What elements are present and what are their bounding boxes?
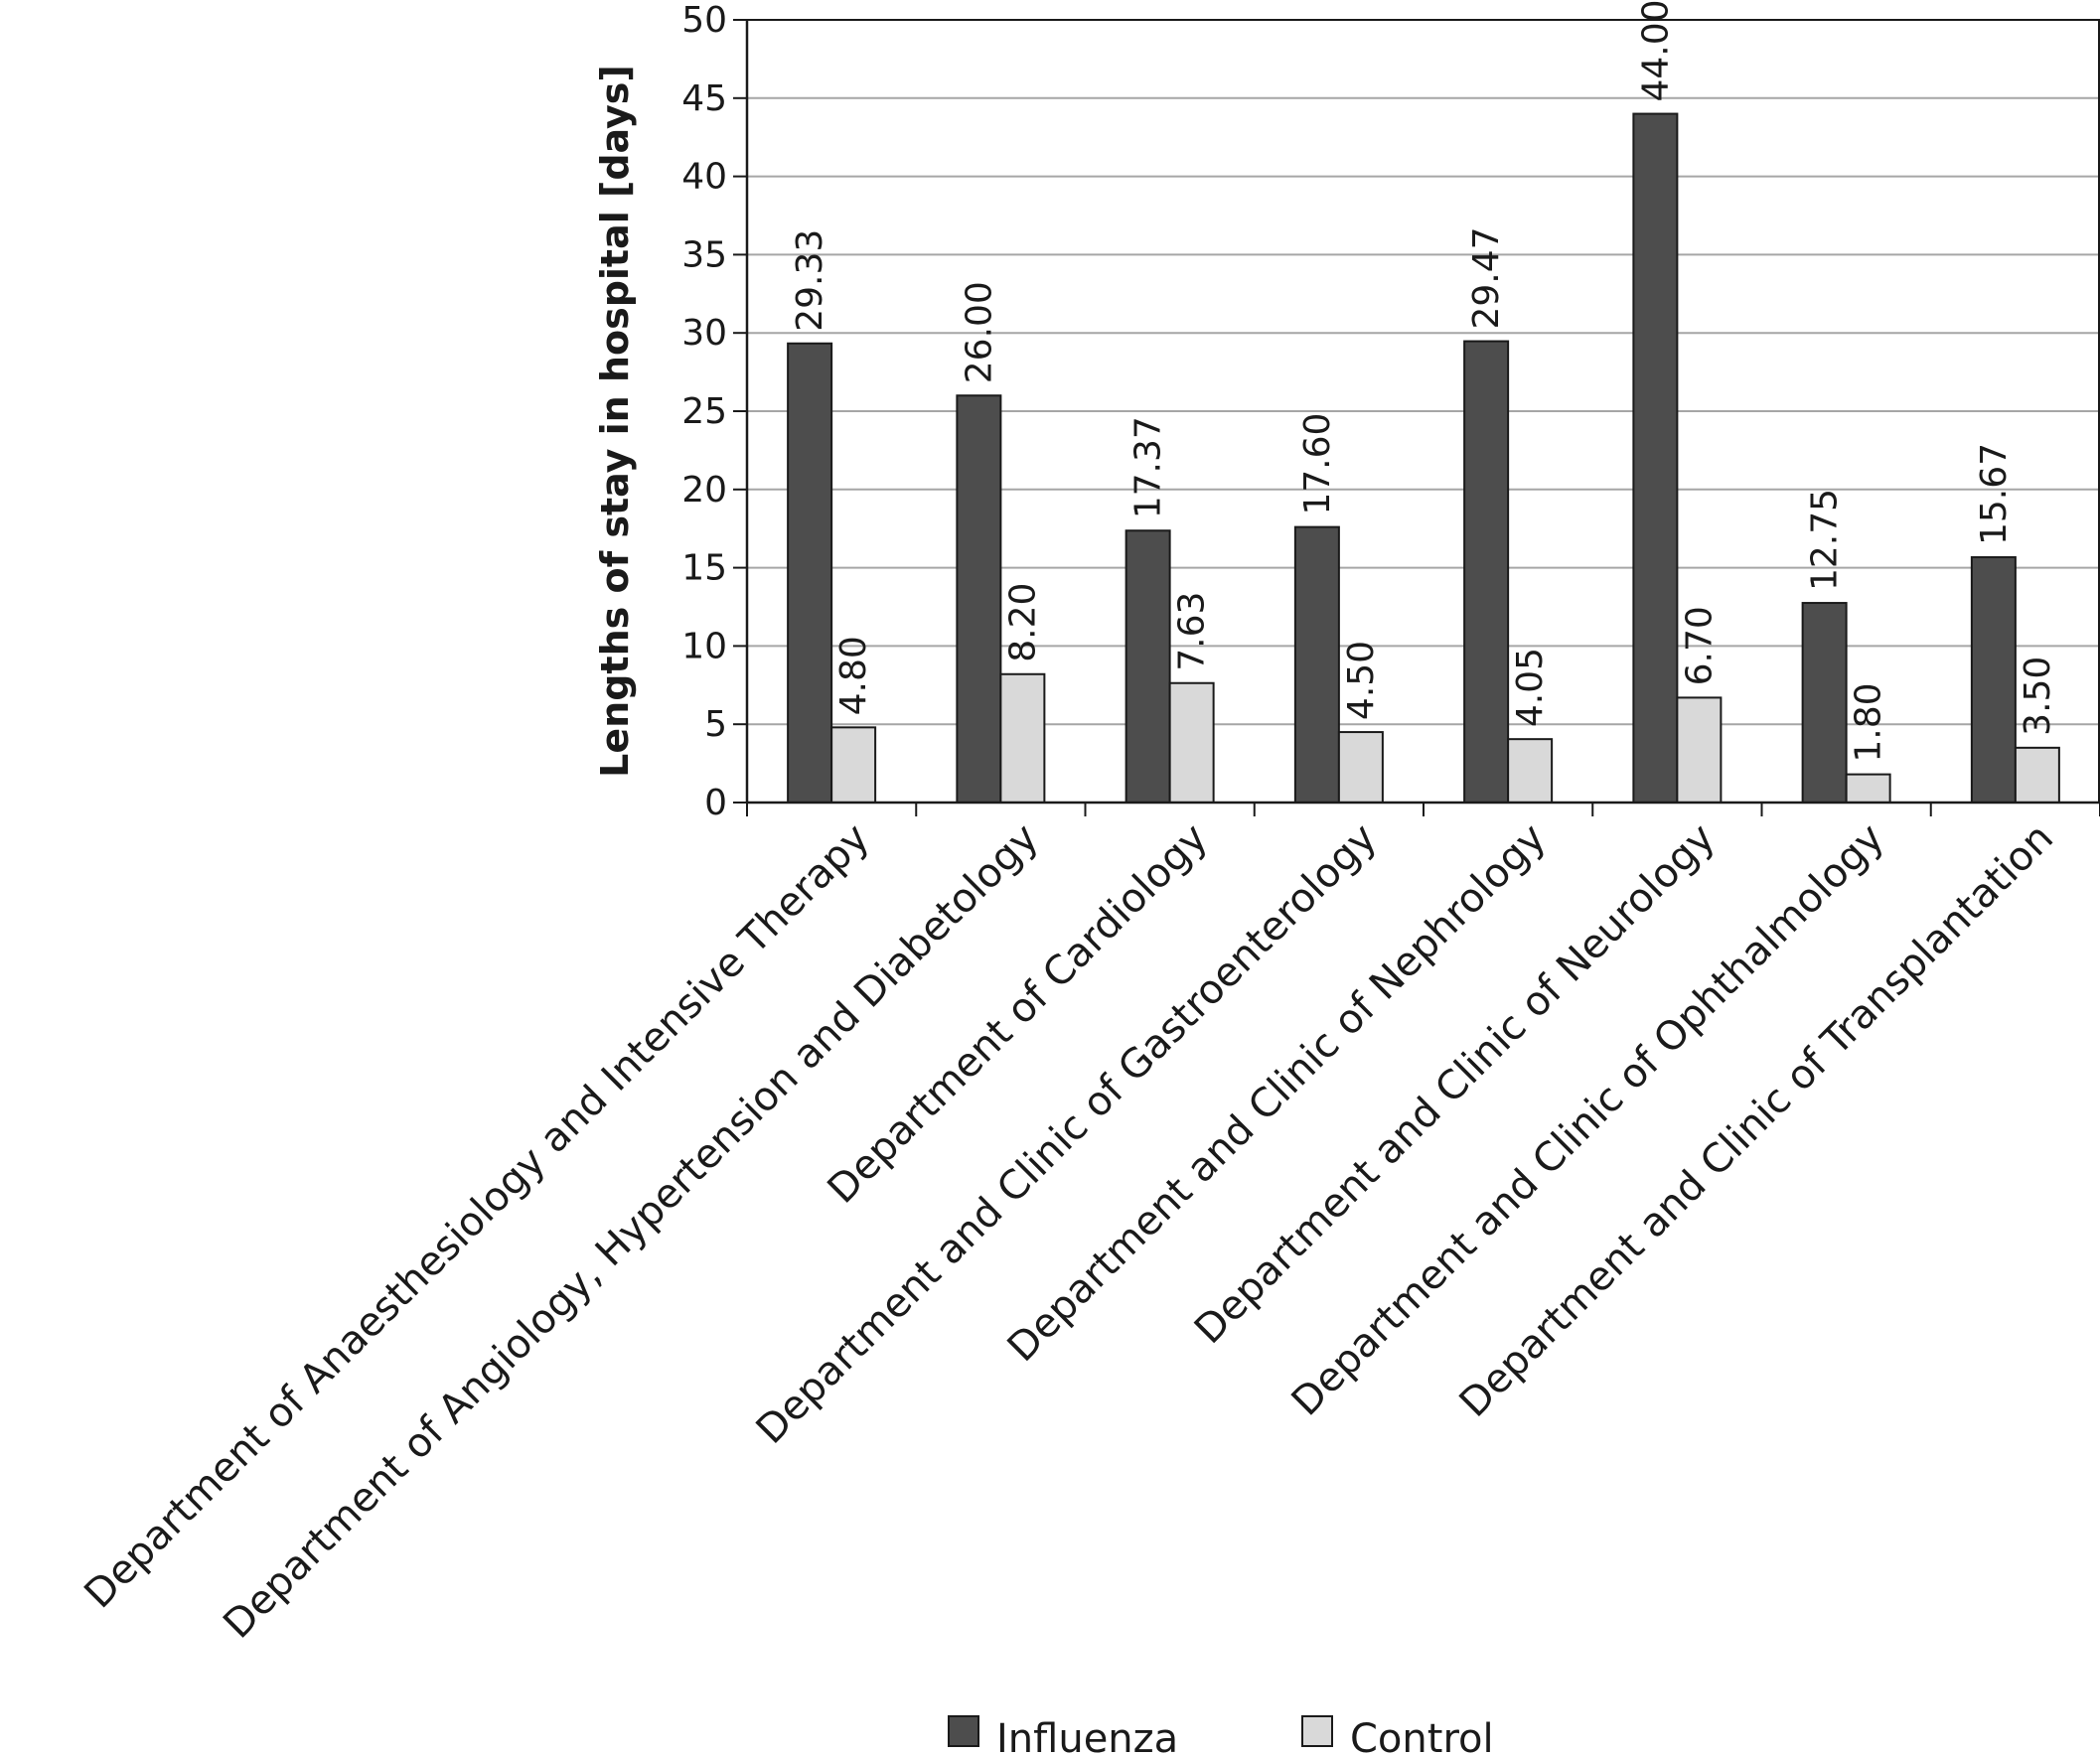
data-label-control: 4.05 xyxy=(1510,648,1551,727)
category-label: Department and Clinic of Transplantation xyxy=(1451,815,2062,1426)
data-label-influenza: 17.60 xyxy=(1297,413,1338,515)
bar-control xyxy=(1676,696,1723,805)
data-label-influenza: 26.00 xyxy=(959,281,999,383)
bar-influenza xyxy=(1970,556,2017,804)
category-label: Department and Clinic of Ophthalmology xyxy=(1283,815,1893,1425)
data-label-influenza: 15.67 xyxy=(1974,443,2015,545)
legend-label-control: Control xyxy=(1350,1716,1494,1757)
y-tick-label: 40 xyxy=(681,157,727,198)
bar-control xyxy=(830,726,877,804)
bar-control xyxy=(1168,681,1215,805)
y-tick-label: 35 xyxy=(681,234,727,275)
bar-control xyxy=(2014,746,2060,805)
data-label-influenza: 17.37 xyxy=(1128,416,1169,518)
data-label-control: 1.80 xyxy=(1849,682,1889,762)
y-tick-label: 50 xyxy=(681,0,727,41)
data-label-influenza: 29.33 xyxy=(790,229,830,332)
y-tick-label: 45 xyxy=(681,78,727,119)
bar-influenza xyxy=(787,342,833,804)
legend-swatch-influenza xyxy=(948,1715,979,1747)
legend-label-influenza: Influenza xyxy=(996,1716,1178,1757)
y-tick-label: 0 xyxy=(704,783,727,823)
bar-influenza xyxy=(1801,602,1848,804)
data-label-influenza: 29.47 xyxy=(1466,226,1507,329)
y-tick-label: 30 xyxy=(681,313,727,354)
category-label: Department of Anaesthesiology and Intens… xyxy=(75,815,878,1618)
legend-swatch-control xyxy=(1301,1715,1333,1747)
data-label-control: 4.50 xyxy=(1341,641,1382,720)
data-labels: 29.33 26.00 17.37 17.60 29.47 44.00 12.75 15.67… xyxy=(790,0,2058,763)
data-label-control: 3.50 xyxy=(2018,657,2058,736)
bar-influenza xyxy=(1293,525,1340,805)
data-label-control: 4.80 xyxy=(833,636,874,715)
axes: 0 5 10 15 20 25 30 35 40 45 50 xyxy=(681,0,2100,823)
bar-control xyxy=(1507,738,1554,804)
y-axis-title: Lengths of stay in hospital [days] xyxy=(593,65,637,778)
y-tick-label: 25 xyxy=(681,391,727,432)
y-tick-label: 15 xyxy=(681,548,727,589)
legend: Influenza Control xyxy=(948,1715,1494,1757)
data-label-influenza: 44.00 xyxy=(1635,0,1676,102)
category-labels: Department of Anaesthesiology and Intens… xyxy=(75,815,2061,1648)
data-label-control: 7.63 xyxy=(1172,592,1213,671)
y-tick-label: 10 xyxy=(681,626,727,666)
data-label-influenza: 12.75 xyxy=(1805,489,1846,591)
bar-influenza xyxy=(956,394,1002,804)
data-label-control: 6.70 xyxy=(1679,606,1720,685)
y-tick-label: 5 xyxy=(704,704,727,745)
data-label-control: 8.20 xyxy=(1002,583,1043,662)
category-label: Department of Angiology, Hypertension an… xyxy=(215,815,1047,1648)
gridlines xyxy=(747,19,2100,726)
bar-control xyxy=(999,672,1046,804)
bar-influenza xyxy=(1125,529,1171,804)
bar-control xyxy=(1845,773,1891,805)
bar-influenza xyxy=(1632,112,1679,804)
y-tick-label: 20 xyxy=(681,470,727,511)
bar-control xyxy=(1337,731,1384,805)
category-label: Department and Clinic of Gastroenterolog… xyxy=(748,815,1386,1453)
bar-influenza xyxy=(1463,340,1510,804)
